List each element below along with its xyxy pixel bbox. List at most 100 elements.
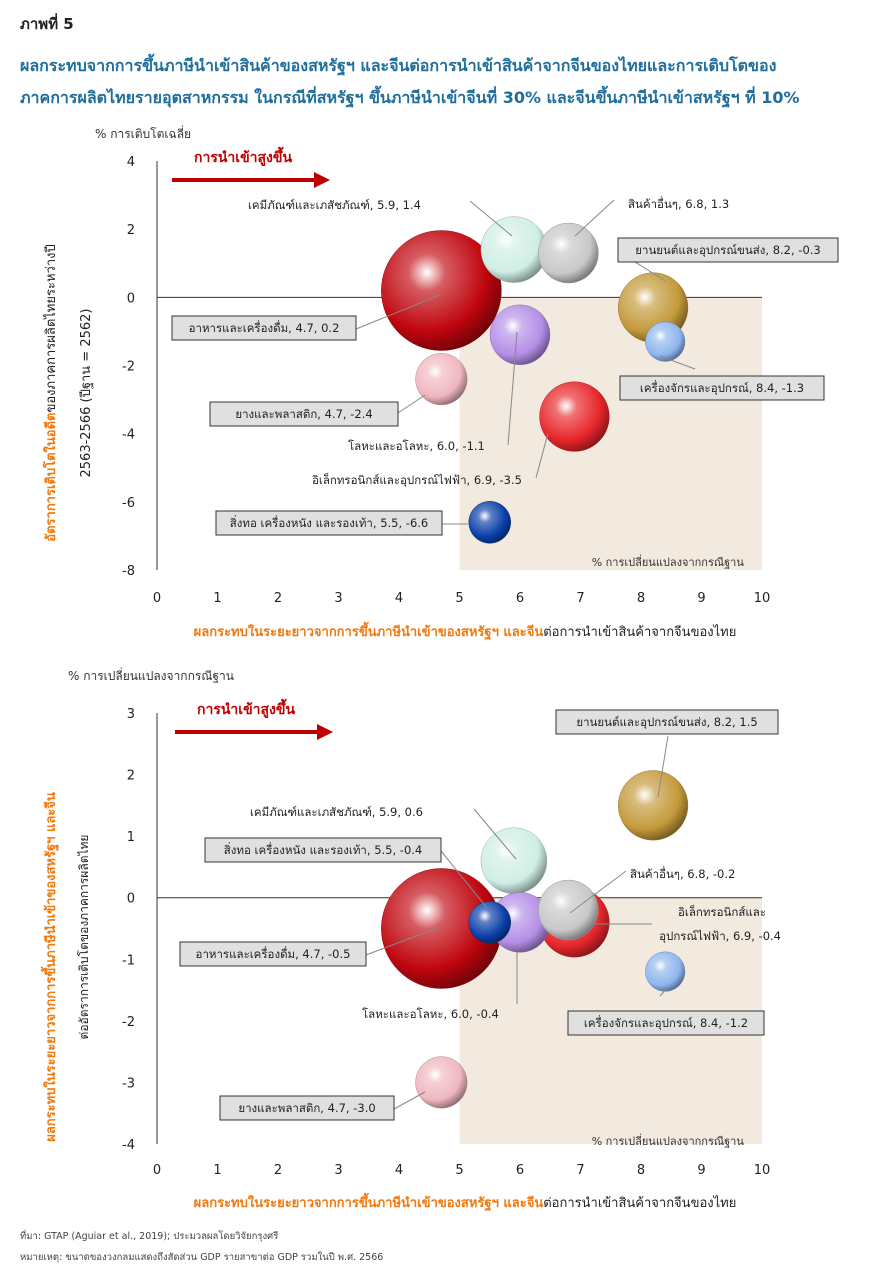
y-axis-label-line-2: 2563-2566 (ปีฐาน = 2562) bbox=[78, 309, 94, 478]
x-tick-label: 5 bbox=[455, 1163, 463, 1178]
label-box-rubber bbox=[219, 1095, 395, 1121]
x-tick-label: 3 bbox=[334, 1163, 342, 1178]
x-tick-label: 10 bbox=[754, 591, 771, 606]
bubble-textile bbox=[468, 501, 511, 544]
import-arrow-label: การนำเข้าสูงขึ้น bbox=[194, 146, 292, 166]
source-note: ที่มา: GTAP (Aguiar et al., 2019); ประมว… bbox=[20, 1231, 279, 1242]
x-tick-label: 4 bbox=[395, 1163, 403, 1178]
y-axis-label-highlight: ผลกระทบในระยะยาวจากการขึ้นภาษีนำเข้าของส… bbox=[40, 792, 60, 1142]
x-tick-label: 1 bbox=[213, 1163, 221, 1178]
leader-mach bbox=[659, 355, 696, 370]
y-tick-label: -6 bbox=[122, 496, 135, 511]
figure-label: ภาพที่ 5 bbox=[20, 15, 74, 33]
leader-food bbox=[355, 294, 441, 330]
y-tick-label: 4 bbox=[127, 155, 135, 170]
y-tick-label: -4 bbox=[122, 428, 135, 443]
label-box-food bbox=[179, 941, 367, 967]
x-axis-label-rest: ต่อการนำเข้าสินค้าจากจีนของไทย bbox=[543, 1195, 736, 1211]
leader-chem bbox=[473, 808, 517, 860]
x-axis-label-highlight: ผลกระทบในระยะยาวจากการขึ้นภาษีนำเข้าของส… bbox=[194, 1192, 544, 1212]
label-box-textile bbox=[215, 510, 443, 536]
shaded-region-label: % การเปลี่ยนแปลงจากกรณีฐาน bbox=[592, 1133, 745, 1148]
figure-title-line-2: ภาคการผลิตไทยรายอุตสาหกรรม ในกรณีที่สหรั… bbox=[20, 88, 800, 107]
x-tick-label: 8 bbox=[637, 1163, 645, 1178]
label-metal: โลหะและอโลหะ, 6.0, -0.4 bbox=[362, 1007, 499, 1021]
chart-bottom-svg: % การเปลี่ยนแปลงจากกรณีฐาน 3 2 10 -1 -2 -3 -4 0 1… bbox=[40, 667, 781, 1212]
label-chem: เคมีภัณฑ์และเภสัชภัณฑ์, 5.9, 1.4 bbox=[248, 198, 421, 212]
y-tick-label: 2 bbox=[127, 769, 135, 784]
y-tick-label: 0 bbox=[127, 892, 135, 907]
leader-rubber bbox=[393, 1091, 426, 1110]
x-tick-label: 6 bbox=[516, 591, 524, 606]
label-food: อาหารและเครื่องดื่ม, 4.7, -0.5 bbox=[196, 946, 351, 961]
x-tick-label: 4 bbox=[395, 591, 403, 606]
bubble-other bbox=[538, 879, 599, 941]
chart-bottom: % การเปลี่ยนแปลงจากกรณีฐาน 3 2 1 0 -1 -2 -3 -4 0 1… bbox=[0, 662, 870, 1222]
x-tick-label: 7 bbox=[576, 591, 584, 606]
label-textile: สิ่งทอ เครื่องหนัง และรองเท้า, 5.5, -6.6 bbox=[230, 515, 428, 530]
bubble-elec bbox=[539, 381, 610, 452]
x-axis-label-rest: ต่อการนำเข้าสินค้าจากจีนของไทย bbox=[543, 624, 736, 640]
label-box-auto bbox=[617, 237, 839, 263]
figure-title: ผลกระทบจากการขึ้นภาษีนำเข้าสินค้าของสหรั… bbox=[20, 50, 860, 114]
label-auto: ยานยนต์และอุปกรณ์ขนส่ง, 8.2, 1.5 bbox=[576, 715, 757, 729]
label-elec-line2: อุปกรณ์ไฟฟ้า, 6.9, -0.4 bbox=[659, 929, 781, 943]
label-auto: ยานยนต์และอุปกรณ์ขนส่ง, 8.2, -0.3 bbox=[635, 243, 820, 257]
chart-top-svg: % การเปลี่ยนแปลงจากกรณีฐาน 4 2 0 -2 -4 -6 -8 0 1 2… bbox=[42, 125, 839, 641]
leader-mach bbox=[659, 986, 669, 997]
footnote: หมายเหตุ: ขนาดของวงกลมแสดงถึงสัดส่วน GDP… bbox=[20, 1252, 384, 1263]
label-other: สินค้าอื่นๆ, 6.8, 1.3 bbox=[628, 196, 729, 211]
shaded-region-label: % การเปลี่ยนแปลงจากกรณีฐาน bbox=[592, 554, 745, 569]
label-box-textile bbox=[204, 837, 442, 863]
x-tick-label: 3 bbox=[334, 591, 342, 606]
label-rubber: ยางและพลาสติก, 4.7, -2.4 bbox=[235, 407, 372, 421]
label-metal: โลหะและอโลหะ, 6.0, -1.1 bbox=[348, 439, 485, 453]
y-unit-label: % การเปลี่ยนแปลงจากกรณีฐาน bbox=[68, 667, 234, 683]
leader-elec bbox=[535, 432, 549, 479]
x-tick-label: 5 bbox=[455, 591, 463, 606]
figure-title-line-1: ผลกระทบจากการขึ้นภาษีนำเข้าสินค้าของสหรั… bbox=[20, 56, 777, 75]
bubble-rubber bbox=[415, 1056, 468, 1109]
y-tick-label: -1 bbox=[122, 953, 135, 968]
leader-chem bbox=[469, 200, 513, 237]
bubble-mach bbox=[645, 321, 686, 362]
label-mach: เครื่องจักรและอุปกรณ์, 8.4, -1.2 bbox=[584, 1015, 748, 1030]
label-food: อาหารและเครื่องดื่ม, 4.7, 0.2 bbox=[189, 320, 340, 335]
y-axis-label-rest: ของภาคการผลิตไทยระหว่างปี bbox=[43, 244, 59, 412]
label-box-rubber bbox=[209, 401, 399, 427]
x-axis-label: ผลกระทบในระยะยาวจากการขึ้นภาษีนำเข้าของส… bbox=[194, 1192, 737, 1212]
bubble-mach bbox=[645, 951, 686, 992]
label-elec-line1: อิเล็กทรอนิกส์และ bbox=[678, 904, 766, 919]
x-tick-label: 8 bbox=[637, 591, 645, 606]
import-arrow-head bbox=[314, 172, 330, 188]
y-tick-label: -2 bbox=[122, 1015, 135, 1030]
bubble-rubber bbox=[415, 353, 468, 406]
leader-other bbox=[574, 199, 615, 237]
x-axis-label-highlight: ผลกระทบในระยะยาวจากการขึ้นภาษีนำเข้าของส… bbox=[194, 621, 544, 641]
x-tick-label: 1 bbox=[213, 591, 221, 606]
bubble-metal bbox=[489, 304, 551, 366]
import-arrow-head bbox=[317, 724, 333, 740]
y-axis-label-line-2: ต่ออัตราการเติบโตของภาคการผลิตไทย bbox=[77, 835, 91, 1040]
label-box-mach bbox=[567, 1010, 765, 1036]
y-tick-label: 1 bbox=[127, 830, 135, 845]
leader-metal bbox=[507, 331, 518, 446]
x-axis-label: ผลกระทบในระยะยาวจากการขึ้นภาษีนำเข้าของส… bbox=[194, 621, 737, 641]
bubble-chem bbox=[480, 216, 548, 283]
y-axis-label-highlight: อัตราการเติบโตในอดีต bbox=[42, 413, 59, 542]
x-tick-label: 2 bbox=[274, 591, 282, 606]
y-tick-label: -3 bbox=[122, 1076, 135, 1091]
y-tick-label: 0 bbox=[127, 291, 135, 306]
label-box-food bbox=[171, 315, 357, 341]
y-axis-label: ผลกระทบในระยะยาวจากการขึ้นภาษีนำเข้าของส… bbox=[40, 792, 60, 1142]
label-box-auto bbox=[555, 709, 779, 735]
y-axis-label: อัตราการเติบโตในอดีตของภาคการผลิตไทยระหว… bbox=[42, 244, 59, 541]
y-tick-label: -4 bbox=[122, 1138, 135, 1153]
y-tick-label: -8 bbox=[122, 564, 135, 579]
x-tick-label: 6 bbox=[516, 1163, 524, 1178]
leader-food bbox=[365, 926, 441, 956]
x-tick-label: 0 bbox=[153, 591, 161, 606]
y-tick-label: 3 bbox=[127, 707, 135, 722]
x-tick-label: 10 bbox=[754, 1163, 771, 1178]
y-tick-label: -2 bbox=[122, 360, 135, 375]
